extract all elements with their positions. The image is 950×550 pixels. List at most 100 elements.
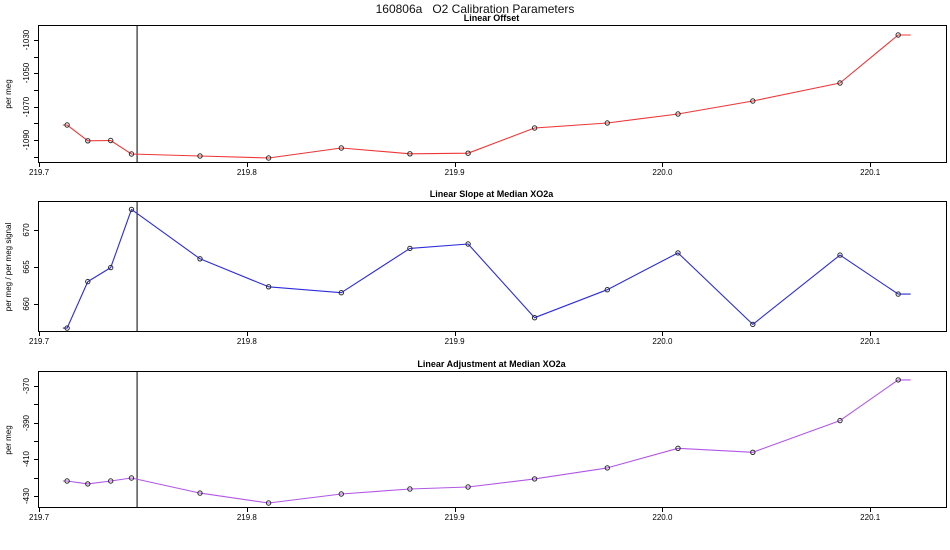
data-point-marker: [837, 252, 843, 258]
data-point-marker: [531, 315, 538, 321]
x-tick-label: 219.8: [236, 337, 257, 346]
y-tick-mark: [34, 459, 38, 461]
y-tick-label: -1090: [22, 129, 31, 151]
plot-canvas: [62, 26, 911, 162]
x-tick-label: 219.7: [29, 513, 50, 522]
data-point-marker: [128, 206, 135, 213]
y-tick-label: -430: [22, 487, 31, 504]
x-tick-label: 219.8: [236, 168, 257, 177]
data-point-marker: [338, 491, 344, 497]
data-point-marker: [895, 291, 901, 297]
x-tick-label: 220.0: [652, 168, 673, 177]
data-point-marker: [531, 125, 538, 131]
x-tick-label: 220.1: [860, 168, 881, 177]
y-tick-mark: [34, 106, 38, 108]
x-tick-mark: [246, 508, 248, 512]
data-point-marker: [108, 478, 114, 484]
data-point-marker: [108, 264, 114, 271]
x-tick-label: 220.1: [860, 337, 881, 346]
x-tick-mark: [870, 332, 872, 336]
data-point-marker: [675, 111, 681, 117]
data-point-marker: [64, 478, 70, 484]
x-tick-mark: [39, 332, 41, 336]
x-tick-label: 220.0: [652, 337, 673, 346]
y-axis-label: per meg: [4, 424, 13, 455]
y-axis-label: per meg: [4, 79, 13, 109]
data-point-marker: [604, 465, 610, 471]
data-point-marker: [338, 290, 344, 296]
y-tick-label: 670: [22, 223, 31, 237]
data-point-marker: [108, 137, 114, 144]
panel-linear-adjustment: Linear Adjustment at Median XO2a per meg…: [0, 359, 950, 534]
data-point-marker: [837, 80, 843, 86]
x-tick-mark: [662, 163, 664, 167]
x-tick-mark: [246, 332, 248, 336]
y-tick-mark: [34, 140, 38, 141]
y-tick-mark: [34, 266, 38, 268]
data-point-marker: [604, 120, 610, 126]
y-minor-tick-mark: [34, 56, 38, 58]
x-tick-label: 219.9: [444, 168, 465, 177]
x-tick-mark: [870, 163, 872, 167]
y-tick-mark: [34, 422, 38, 424]
data-point-marker: [85, 138, 91, 144]
y-tick-mark: [34, 495, 38, 497]
x-tick-mark: [246, 163, 248, 167]
x-tick-label: 219.8: [236, 513, 257, 522]
x-tick-mark: [662, 508, 664, 512]
x-tick-mark: [39, 163, 41, 167]
data-point-marker: [750, 449, 756, 456]
data-point-marker: [128, 151, 135, 157]
data-point-marker: [895, 32, 901, 38]
y-tick-mark: [34, 230, 38, 231]
plot-canvas: [62, 202, 911, 331]
y-tick-mark: [34, 73, 38, 75]
data-point-marker: [197, 490, 203, 496]
data-point-marker: [407, 151, 413, 157]
main-title: 160806a O2 Calibration Parameters: [375, 2, 575, 16]
y-tick-label: -1050: [22, 63, 31, 84]
data-point-marker: [837, 417, 843, 424]
data-point-marker: [128, 475, 135, 481]
panel-linear-slope: Linear Slope at Median XO2a per meg / pe…: [0, 189, 950, 357]
y-tick-label: 660: [22, 297, 31, 311]
data-point-marker: [338, 145, 344, 151]
y-tick-label: -1070: [22, 96, 31, 117]
data-point-marker: [465, 241, 471, 247]
x-tick-label: 219.7: [29, 168, 50, 177]
data-point-marker: [895, 377, 901, 383]
panel-linear-offset: Linear Offset per meg 219.7 219.8 219.9 220…: [0, 13, 950, 188]
x-tick-mark: [454, 332, 456, 336]
data-point-marker: [531, 476, 538, 482]
data-point-marker: [465, 484, 471, 490]
series-line: [62, 208, 911, 329]
data-point-marker: [407, 245, 413, 252]
data-point-marker: [85, 278, 91, 285]
data-point-marker: [265, 155, 272, 161]
x-tick-label: 220.1: [860, 513, 881, 522]
y-tick-label: 665: [22, 260, 31, 274]
x-tick-label: 219.9: [444, 337, 465, 346]
data-point-marker: [675, 445, 681, 452]
data-point-marker: [85, 481, 91, 487]
y-tick-label: -410: [22, 451, 31, 468]
panel-title: Linear Adjustment at Median XO2a: [417, 359, 566, 369]
y-tick-label: -1030: [22, 29, 31, 51]
data-point-marker: [465, 150, 471, 156]
y-tick-label: -390: [22, 414, 31, 431]
y-minor-tick-mark: [34, 123, 38, 125]
data-point-marker: [750, 98, 756, 104]
data-point-marker: [265, 284, 272, 290]
data-point-marker: [265, 500, 272, 506]
data-point-marker: [64, 122, 70, 128]
plot-area: [38, 25, 947, 163]
y-tick-mark: [34, 385, 38, 387]
x-tick-mark: [39, 508, 41, 512]
data-point-marker: [750, 321, 756, 328]
x-tick-mark: [454, 163, 456, 167]
y-tick-mark: [34, 303, 38, 305]
data-point-marker: [604, 287, 610, 293]
y-tick-label: -370: [22, 377, 31, 394]
plot-canvas: [62, 372, 911, 507]
